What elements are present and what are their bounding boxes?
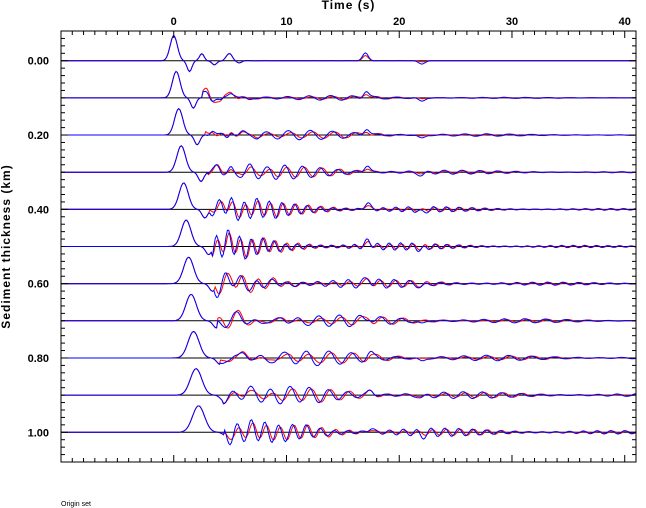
- y-tick-label: 0.00: [28, 56, 49, 68]
- trace-2-series-1: [61, 107, 637, 146]
- y-tick-label: 1.00: [28, 427, 49, 439]
- trace-5-series-0: [61, 219, 637, 259]
- x-tick-label: 30: [506, 16, 518, 28]
- trace-4-series-1: [61, 182, 637, 222]
- trace-10-series-1: [61, 405, 637, 446]
- trace-8-series-0: [61, 330, 636, 366]
- y-tick-label: 0.60: [28, 279, 49, 291]
- trace-10-series-0: [61, 405, 637, 441]
- trace-4-series-0: [61, 182, 637, 219]
- trace-1-series-0: [61, 70, 636, 109]
- trace-6-series-1: [61, 256, 637, 298]
- y-axis-title: Sediment thickness (km): [0, 164, 13, 328]
- x-tick-label: 20: [393, 16, 405, 28]
- trace-3-series-1: [61, 145, 637, 182]
- trace-9-series-0: [61, 368, 637, 404]
- trace-0-series-0: [61, 35, 636, 73]
- trace-5-series-1: [61, 219, 637, 260]
- x-tick-label: 40: [619, 16, 631, 28]
- trace-7-series-0: [61, 293, 636, 329]
- y-tick-label: 0.20: [28, 130, 49, 142]
- waveform-traces: [61, 35, 637, 446]
- y-tick-label: 0.80: [28, 353, 49, 365]
- origin-set-note: Origin set: [61, 501, 91, 508]
- trace-7-series-1: [61, 293, 637, 329]
- x-tick-label: 10: [280, 16, 292, 28]
- y-axis-ticks: 0.00 0.20 0.40 0.60 0.80 1.00: [28, 30, 636, 463]
- x-axis-title: Time (s): [322, 0, 376, 12]
- trace-1-series-1: [61, 70, 636, 109]
- trace-0-series-1: [61, 35, 636, 73]
- x-tick-label: 0: [171, 16, 177, 28]
- trace-9-series-1: [61, 368, 637, 405]
- trace-2-series-0: [61, 107, 636, 146]
- x-axis-ticks: 0 10 20 30 40: [60, 16, 637, 462]
- trace-8-series-1: [61, 330, 637, 367]
- trace-3-series-0: [61, 145, 637, 182]
- y-tick-label: 0.40: [28, 204, 49, 216]
- trace-6-series-0: [61, 256, 637, 295]
